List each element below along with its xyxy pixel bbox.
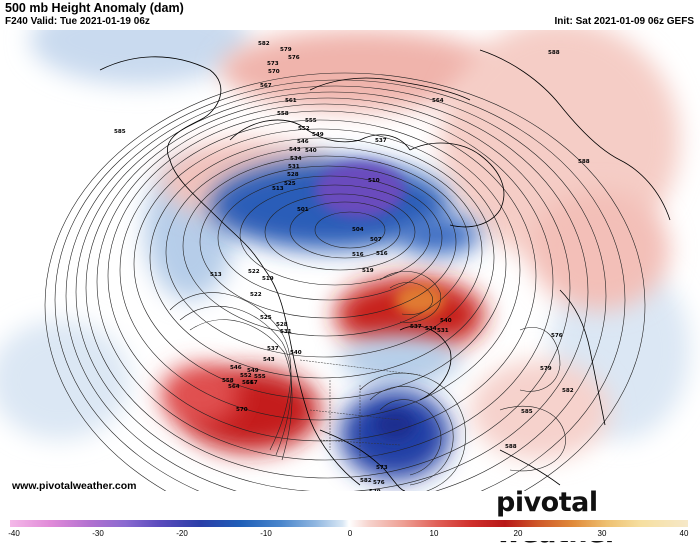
colorbar-tick: -30	[92, 529, 104, 538]
colorbar-tick: -40	[8, 529, 20, 538]
contour-label: 540	[440, 318, 452, 324]
contour-label: 561	[242, 380, 254, 386]
contour-label: 537	[375, 138, 387, 144]
contour-label: 579	[280, 47, 292, 53]
contour-label: 522	[248, 269, 260, 275]
contour-label: 561	[285, 98, 297, 104]
contour-label: 528	[276, 322, 288, 328]
contour-label: 576	[373, 480, 385, 486]
colorbar-tick: 10	[429, 529, 439, 538]
contour-label: 579	[369, 489, 381, 491]
contour-label: 585	[114, 129, 126, 135]
contour-label: 564	[228, 384, 240, 390]
contour-label: 567	[246, 380, 258, 386]
contour-label: 522	[250, 292, 262, 298]
colorbar: -40 -30 -20 -10 0 10 20 30 40	[0, 520, 700, 541]
political-borders	[299, 359, 421, 460]
contour-label: 546	[297, 139, 309, 145]
contour-label: 537	[410, 324, 422, 330]
map-panel: 582 579 576 573 570 567 564 561 558 555 …	[0, 30, 700, 491]
contour-label: 582	[562, 388, 574, 394]
contour-label: 579	[540, 366, 552, 372]
contour-label: 549	[312, 132, 324, 138]
contour-label: 588	[548, 50, 560, 56]
contour-label: 555	[254, 374, 266, 380]
coastlines	[99, 49, 671, 491]
contour-label: 516	[376, 251, 388, 257]
contour-label: 552	[298, 126, 310, 132]
contour-label: 549	[247, 368, 259, 374]
contour-label: 543	[263, 357, 275, 363]
contour-label: 570	[268, 69, 280, 75]
contour-label: 588	[578, 159, 590, 165]
contour-label: 552	[240, 373, 252, 379]
colorbar-tick: -20	[176, 529, 188, 538]
contour-label: 567	[260, 83, 272, 89]
contour-label: 507	[370, 237, 382, 243]
colorbar-tick: 20	[513, 529, 523, 538]
contour-label: 519	[362, 268, 374, 274]
contour-label: 570	[236, 407, 248, 413]
contour-label: 516	[352, 252, 364, 258]
init-time: Init: Sat 2021-01-09 06z GEFS	[554, 16, 694, 27]
contour-label: 555	[305, 118, 317, 124]
valid-time: F240 Valid: Tue 2021-01-19 06z	[5, 16, 150, 27]
website-url: www.pivotalweather.com	[12, 480, 137, 492]
contour-label: 558	[277, 111, 289, 117]
contour-label: 501	[297, 207, 309, 213]
contour-label: 576	[551, 333, 563, 339]
contour-label: 528	[287, 172, 299, 178]
anomaly-shading	[0, 30, 700, 491]
colorbar-tick: 0	[347, 529, 353, 538]
contour-label: 534	[425, 326, 437, 332]
contour-label: 576	[288, 55, 300, 61]
contour-label: 546	[230, 365, 242, 371]
contour-label: 534	[290, 156, 302, 162]
contour-label: 513	[272, 186, 284, 192]
contour-label: 540	[290, 350, 302, 356]
contour-label: 543	[289, 147, 301, 153]
colorbar-tick: 40	[679, 529, 689, 538]
contour-label: 588	[505, 444, 517, 450]
contour-label: 531	[280, 329, 292, 335]
contour-label: 513	[210, 272, 222, 278]
contour-label: 504	[352, 227, 364, 233]
contour-label: 573	[267, 61, 279, 67]
contour-label: 510	[368, 178, 380, 184]
anomaly-map: 582 579 576 573 570 567 564 561 558 555 …	[0, 30, 700, 491]
contour-label: 525	[284, 181, 296, 187]
contour-label: 531	[437, 328, 449, 334]
contour-label: 537	[267, 346, 279, 352]
colorbar-tick: 30	[597, 529, 607, 538]
contour-label: 558	[222, 378, 234, 384]
contour-label: 525	[260, 315, 272, 321]
contour-label: 540	[305, 148, 317, 154]
contour-label: 573	[376, 465, 388, 471]
header: 500 mb Height Anomaly (dam) F240 Valid: …	[0, 0, 700, 30]
contour-label: 585	[521, 409, 533, 415]
contour-label: 564	[432, 98, 444, 104]
map-title: 500 mb Height Anomaly (dam)	[5, 1, 184, 15]
contour-labels: 582 579 576 573 570 567 564 561 558 555 …	[114, 41, 590, 491]
contour-label: 531	[288, 164, 300, 170]
contour-label: 519	[262, 276, 274, 282]
contour-label: 582	[258, 41, 270, 47]
colorbar-tick: -10	[260, 529, 272, 538]
contour-label: 582	[360, 478, 372, 484]
colorbar-gradient	[10, 520, 688, 527]
